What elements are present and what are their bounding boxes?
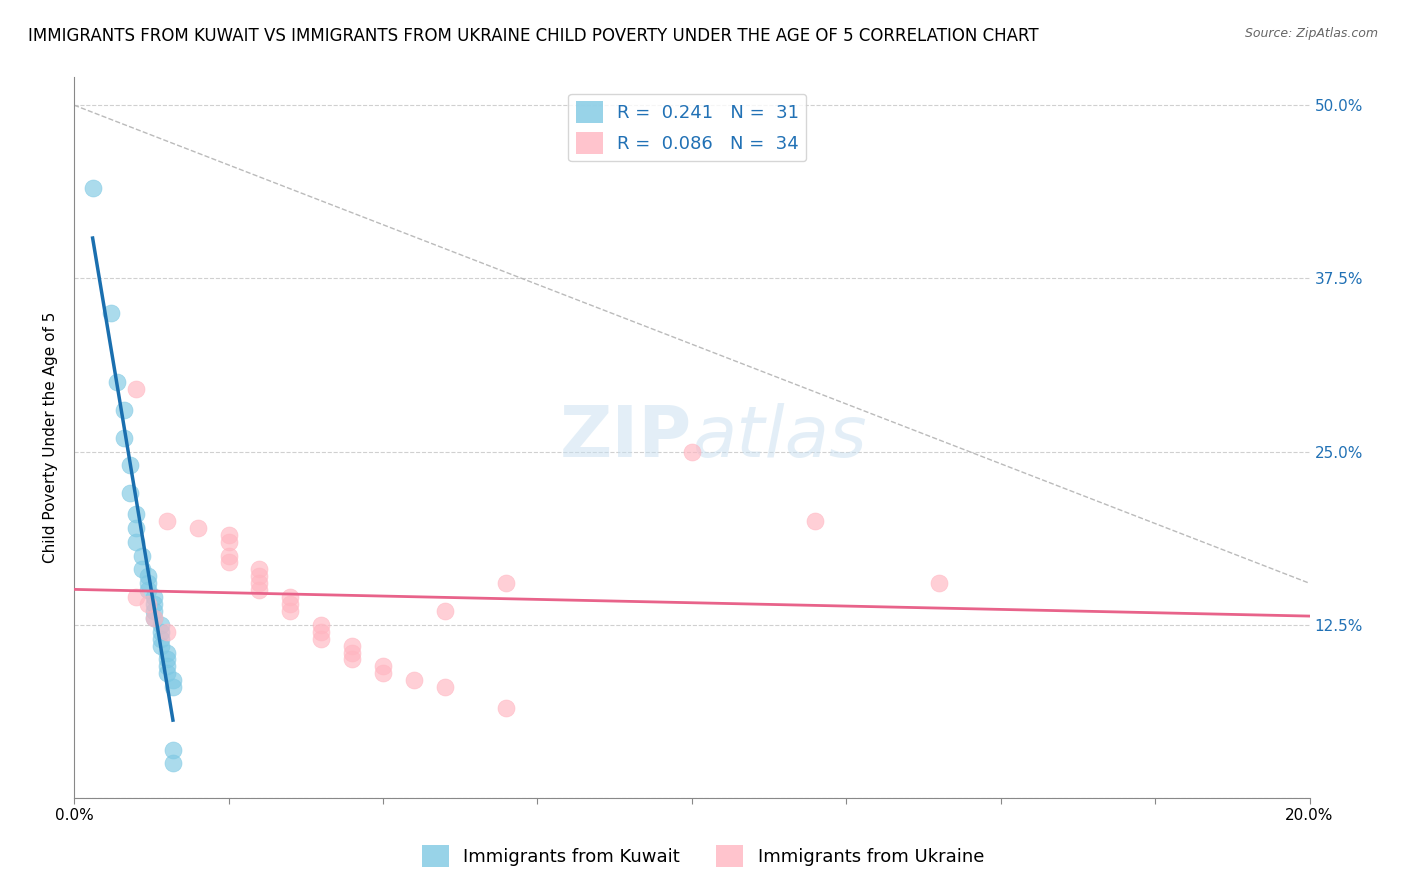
Point (162, 673, 184, 688)
Point (340, 639, 363, 653)
Point (112, 403, 135, 417)
Point (156, 652, 179, 666)
Point (143, 597, 166, 611)
Point (278, 590, 301, 604)
Point (156, 624, 179, 639)
Point (340, 652, 363, 666)
Point (118, 458, 141, 473)
Point (136, 569, 159, 583)
Point (143, 611, 166, 625)
Point (402, 673, 425, 688)
Point (162, 742, 184, 756)
Point (156, 646, 179, 660)
Point (125, 534, 148, 549)
Point (105, 376, 128, 390)
Legend: R =  0.241   N =  31, R =  0.086   N =  34: R = 0.241 N = 31, R = 0.086 N = 34 (568, 94, 806, 161)
Point (131, 549, 153, 563)
Point (125, 521, 148, 535)
Point (309, 617, 332, 632)
Point (218, 556, 240, 570)
Point (162, 756, 184, 771)
Point (149, 639, 172, 653)
Point (371, 666, 394, 681)
Point (143, 604, 166, 618)
Point (100, 306, 122, 320)
Point (143, 590, 166, 604)
Point (131, 562, 153, 576)
Point (143, 611, 166, 625)
Point (247, 562, 270, 576)
Point (187, 521, 209, 535)
Point (149, 632, 172, 646)
Point (218, 534, 240, 549)
Text: Source: ZipAtlas.com: Source: ZipAtlas.com (1244, 27, 1378, 40)
Point (136, 597, 159, 611)
Point (681, 444, 703, 458)
Text: IMMIGRANTS FROM KUWAIT VS IMMIGRANTS FROM UKRAINE CHILD POVERTY UNDER THE AGE OF: IMMIGRANTS FROM KUWAIT VS IMMIGRANTS FRO… (28, 27, 1039, 45)
Point (156, 514, 179, 528)
Point (218, 528, 240, 542)
Point (218, 549, 240, 563)
Point (149, 624, 172, 639)
Text: ZIP: ZIP (560, 403, 692, 472)
Point (112, 431, 135, 445)
Point (928, 576, 950, 591)
Point (247, 569, 270, 583)
Point (136, 583, 159, 598)
Point (125, 507, 148, 521)
Point (278, 597, 301, 611)
Point (247, 576, 270, 591)
Point (433, 604, 456, 618)
Point (125, 382, 148, 396)
Point (309, 632, 332, 646)
Point (149, 617, 172, 632)
Point (804, 514, 827, 528)
Point (278, 604, 301, 618)
Point (125, 590, 148, 604)
Point (495, 576, 517, 591)
Point (371, 659, 394, 673)
Point (136, 576, 159, 591)
Text: atlas: atlas (692, 403, 866, 472)
Point (162, 680, 184, 694)
Point (156, 659, 179, 673)
Point (247, 583, 270, 598)
Point (82, 181, 104, 195)
Point (118, 486, 141, 500)
Y-axis label: Child Poverty Under the Age of 5: Child Poverty Under the Age of 5 (44, 312, 58, 564)
Point (309, 624, 332, 639)
Legend: Immigrants from Kuwait, Immigrants from Ukraine: Immigrants from Kuwait, Immigrants from … (415, 838, 991, 874)
Point (433, 680, 456, 694)
Point (156, 666, 179, 681)
Point (340, 646, 363, 660)
Point (495, 701, 517, 715)
